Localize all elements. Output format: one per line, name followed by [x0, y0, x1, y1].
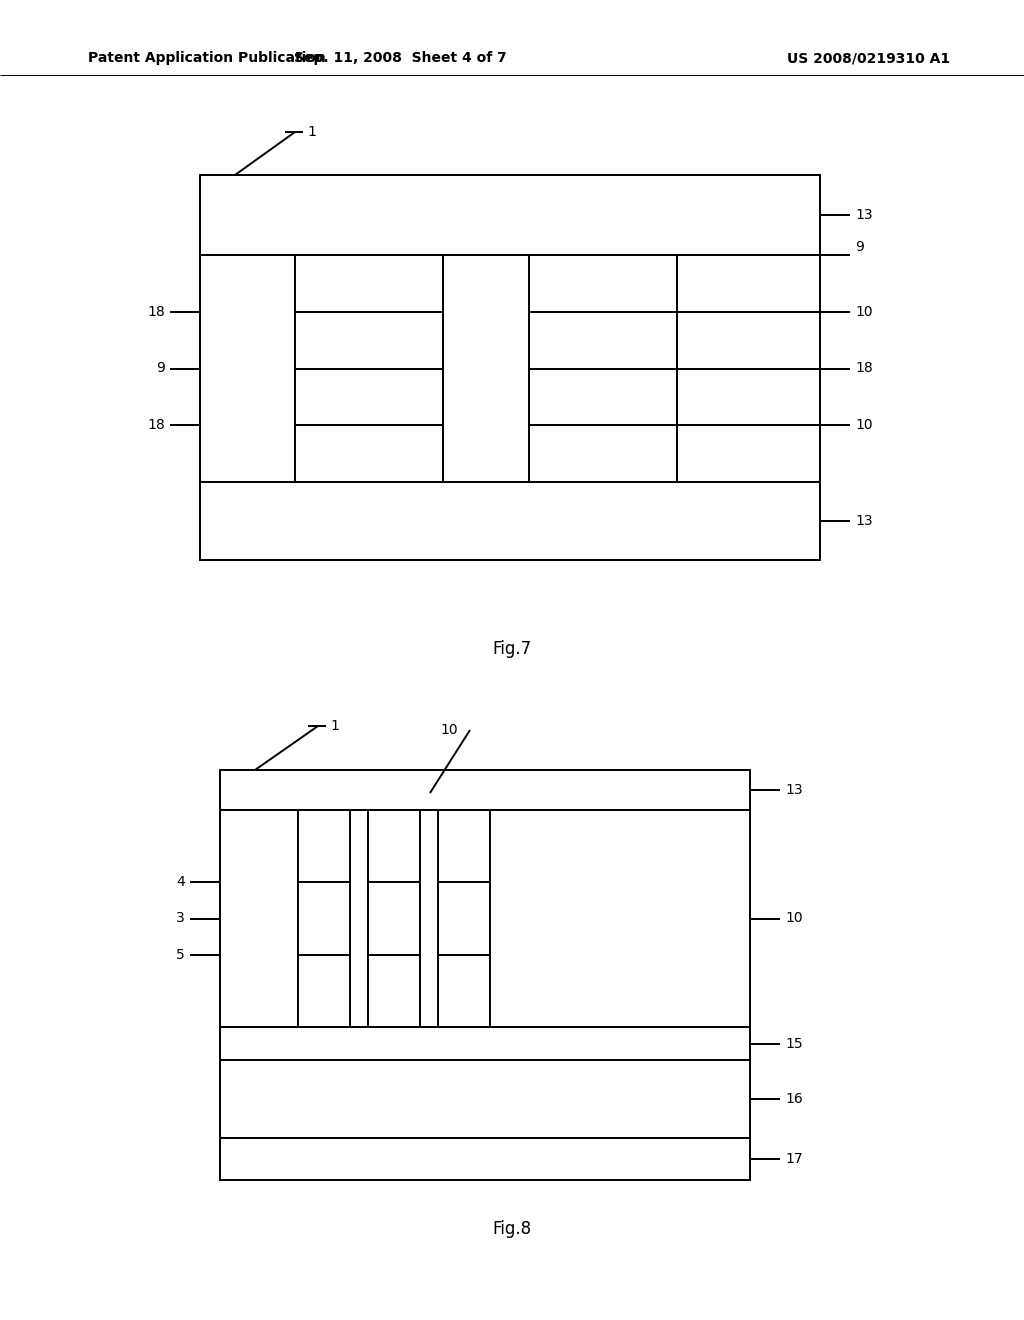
Text: Fig.8: Fig.8: [493, 1220, 531, 1238]
Text: 15: 15: [785, 1036, 803, 1051]
Text: 10: 10: [855, 305, 872, 318]
Text: 13: 13: [785, 783, 803, 797]
Text: 9: 9: [156, 362, 165, 375]
Text: 5: 5: [176, 948, 185, 962]
Text: US 2008/0219310 A1: US 2008/0219310 A1: [786, 51, 950, 65]
Text: 18: 18: [855, 362, 872, 375]
Text: Patent Application Publication: Patent Application Publication: [88, 51, 326, 65]
Text: 18: 18: [147, 305, 165, 318]
Bar: [200, 176, 820, 560]
Text: 17: 17: [785, 1152, 803, 1166]
Text: 10: 10: [440, 723, 458, 737]
Text: 13: 13: [855, 513, 872, 528]
Text: 13: 13: [855, 209, 872, 222]
Text: 4: 4: [176, 875, 185, 890]
Text: 3: 3: [176, 912, 185, 925]
Text: 1: 1: [330, 719, 339, 733]
Text: 16: 16: [785, 1092, 803, 1106]
Text: 10: 10: [855, 418, 872, 432]
Bar: [220, 770, 750, 1180]
Text: Sep. 11, 2008  Sheet 4 of 7: Sep. 11, 2008 Sheet 4 of 7: [294, 51, 507, 65]
Text: 18: 18: [147, 418, 165, 432]
Text: 9: 9: [855, 240, 864, 253]
Text: 1: 1: [307, 125, 315, 139]
Text: Fig.7: Fig.7: [493, 640, 531, 657]
Text: 10: 10: [785, 912, 803, 925]
